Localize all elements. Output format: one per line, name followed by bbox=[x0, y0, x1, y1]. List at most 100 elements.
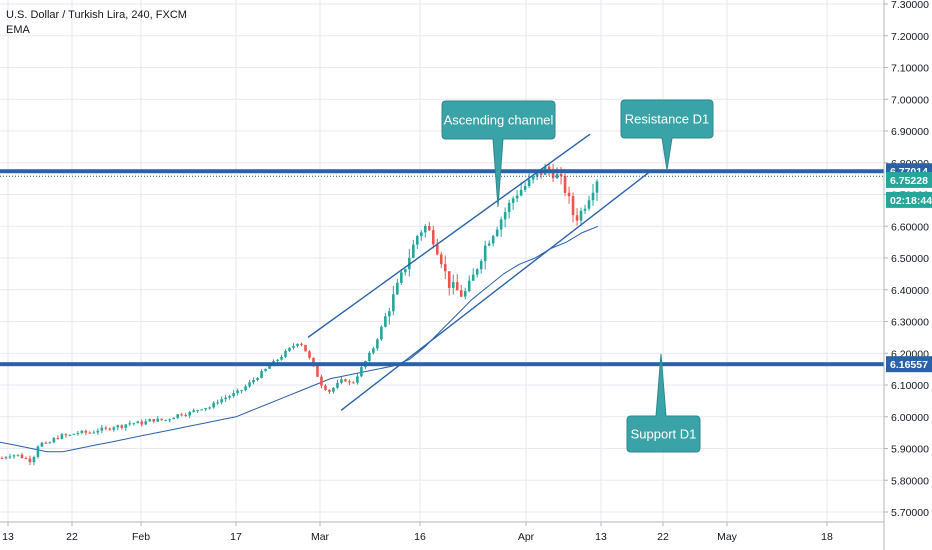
candle-body bbox=[32, 457, 36, 463]
support-price-tag[interactable]: 6.16557 bbox=[886, 356, 932, 373]
candle-body bbox=[559, 174, 563, 177]
candle-body bbox=[180, 414, 183, 416]
time-tick-label: 22 bbox=[66, 531, 78, 543]
time-tick-label: 18 bbox=[821, 531, 833, 543]
candle-body bbox=[575, 215, 579, 221]
candle-body bbox=[336, 382, 339, 388]
candle-body bbox=[372, 348, 375, 353]
ascending-channel-callout[interactable]: Ascending channel bbox=[441, 100, 556, 208]
candle-body bbox=[519, 189, 523, 196]
candle-body bbox=[463, 291, 467, 297]
candle-body bbox=[108, 428, 112, 430]
candle-body bbox=[431, 230, 435, 245]
resistance-callout-shape bbox=[620, 99, 714, 171]
candle-body bbox=[52, 438, 56, 443]
candle-body bbox=[447, 271, 451, 288]
current-price-tag[interactable]: 6.75228 bbox=[886, 171, 932, 188]
candle-body bbox=[324, 385, 327, 390]
candle-body bbox=[412, 244, 415, 258]
candle-body bbox=[515, 195, 519, 199]
candle-body bbox=[172, 417, 176, 420]
current-price-tag-text: 6.75228 bbox=[890, 175, 928, 187]
countdown-tag-bg bbox=[886, 191, 932, 208]
candle-body bbox=[320, 376, 323, 386]
candle-body bbox=[192, 410, 195, 412]
time-tick-label: Mar bbox=[311, 531, 330, 543]
candle-body bbox=[392, 294, 395, 312]
channel-lower-line[interactable] bbox=[340, 171, 650, 411]
candle-body bbox=[523, 186, 527, 190]
candle-body bbox=[248, 382, 251, 387]
ema-path bbox=[0, 225, 599, 453]
candle-body bbox=[100, 427, 104, 431]
candle-body bbox=[44, 442, 48, 444]
candle-body bbox=[92, 432, 96, 434]
candle-body bbox=[527, 179, 531, 187]
candle-body bbox=[455, 282, 459, 291]
candle-body bbox=[48, 442, 52, 444]
candle-body bbox=[328, 389, 331, 392]
candle-body bbox=[280, 356, 283, 360]
candle-body bbox=[68, 434, 72, 436]
price-tick-label: 5.70000 bbox=[891, 507, 929, 519]
candle-body bbox=[296, 343, 299, 346]
channel-upper-line[interactable] bbox=[307, 133, 591, 338]
ema-line bbox=[0, 225, 599, 453]
candle-body bbox=[112, 427, 116, 430]
indicator-label: EMA bbox=[6, 24, 30, 36]
chart-legend: U.S. Dollar / Turkish Lira, 240, FXCM EM… bbox=[6, 8, 187, 38]
support-level-line[interactable] bbox=[0, 362, 884, 367]
time-axis[interactable]: 13 22 Feb 17 Mar 16 Apr 13 22 May 18 bbox=[0, 521, 884, 543]
candle-body bbox=[212, 402, 215, 408]
candle-body bbox=[416, 236, 419, 245]
candle-body bbox=[507, 202, 511, 213]
candle-body bbox=[435, 244, 439, 255]
candle-body bbox=[471, 274, 475, 281]
price-axis[interactable]: 5.700005.800005.900006.000006.100006.200… bbox=[883, 0, 932, 550]
candle-body bbox=[0, 458, 4, 460]
resistance-level-line[interactable] bbox=[0, 169, 884, 174]
candle-body bbox=[76, 432, 80, 434]
resistance-callout[interactable]: Resistance D1 bbox=[620, 99, 714, 171]
price-tick-label: 6.50000 bbox=[891, 253, 929, 265]
candle-body bbox=[316, 365, 319, 377]
candle-body bbox=[4, 457, 8, 459]
candle-body bbox=[84, 430, 88, 433]
candle-body bbox=[232, 392, 235, 397]
candle-body bbox=[308, 351, 311, 358]
support-callout[interactable]: Support D1 bbox=[626, 353, 701, 453]
candle-body bbox=[96, 430, 100, 433]
candle-body bbox=[156, 418, 160, 422]
candle-body bbox=[467, 280, 471, 292]
resistance-callout-label: Resistance D1 bbox=[625, 112, 710, 127]
time-tick-label: 13 bbox=[595, 531, 607, 543]
candle-body bbox=[268, 366, 271, 369]
candle-body bbox=[591, 192, 595, 201]
candle-body bbox=[356, 376, 359, 383]
support-callout-shape bbox=[626, 353, 701, 453]
candle-body bbox=[344, 379, 347, 382]
price-tick-label: 6.60000 bbox=[891, 221, 929, 233]
candle-body bbox=[264, 368, 267, 372]
candle-body bbox=[583, 208, 587, 211]
candle-body bbox=[396, 282, 399, 295]
candle-body bbox=[368, 352, 371, 362]
candle-body bbox=[196, 409, 199, 411]
price-tick-label: 5.80000 bbox=[891, 475, 929, 487]
symbol-title: U.S. Dollar / Turkish Lira, 240, FXCM bbox=[6, 9, 187, 21]
time-tick-label: 22 bbox=[657, 531, 669, 543]
candle-body bbox=[116, 425, 120, 428]
countdown-tag[interactable]: 02:18:44 bbox=[886, 191, 932, 208]
callouts[interactable]: Ascending channel Resistance D1 Support D1 bbox=[441, 99, 714, 453]
ascending-channel-lines[interactable] bbox=[307, 133, 650, 411]
candle-body bbox=[423, 226, 427, 233]
horizontal-levels[interactable] bbox=[0, 169, 884, 367]
candle-body bbox=[80, 430, 84, 433]
candle-body bbox=[360, 367, 363, 377]
candle-body bbox=[284, 350, 287, 357]
candle-body bbox=[547, 166, 551, 171]
candle-body bbox=[200, 409, 203, 411]
candle-body bbox=[555, 174, 559, 179]
candle-body bbox=[384, 316, 387, 327]
